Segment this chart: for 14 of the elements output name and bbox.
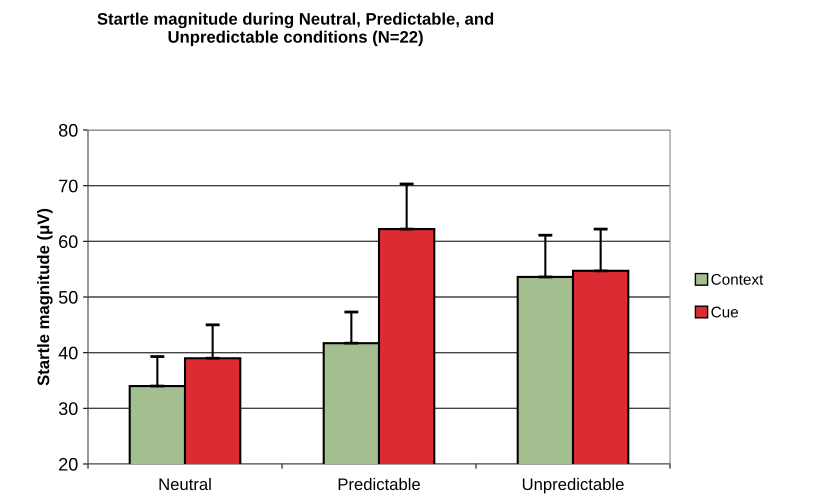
- y-tick-label: 20: [59, 458, 78, 471]
- x-tick-label: Neutral: [160, 478, 211, 490]
- y-tick-label: 50: [58, 290, 78, 304]
- y-tick-label: 30: [58, 402, 78, 416]
- legend-label: Cue: [711, 306, 738, 318]
- y-tick-label: 80: [58, 124, 78, 137]
- y-axis-title: Startle magnitude (μV): [37, 208, 53, 386]
- x-tick-label: Predictable: [338, 478, 420, 490]
- y-tick-label: 40: [58, 346, 78, 360]
- legend-label: Context: [711, 274, 764, 285]
- x-tick-label: Unpredictable: [522, 478, 624, 494]
- chart-title: Startle magnitude during Neutral, Predictable, and Unpredictable conditions (N=22): [97, 12, 494, 46]
- y-tick-label: 70: [59, 180, 78, 192]
- y-tick-label: 60: [59, 235, 78, 248]
